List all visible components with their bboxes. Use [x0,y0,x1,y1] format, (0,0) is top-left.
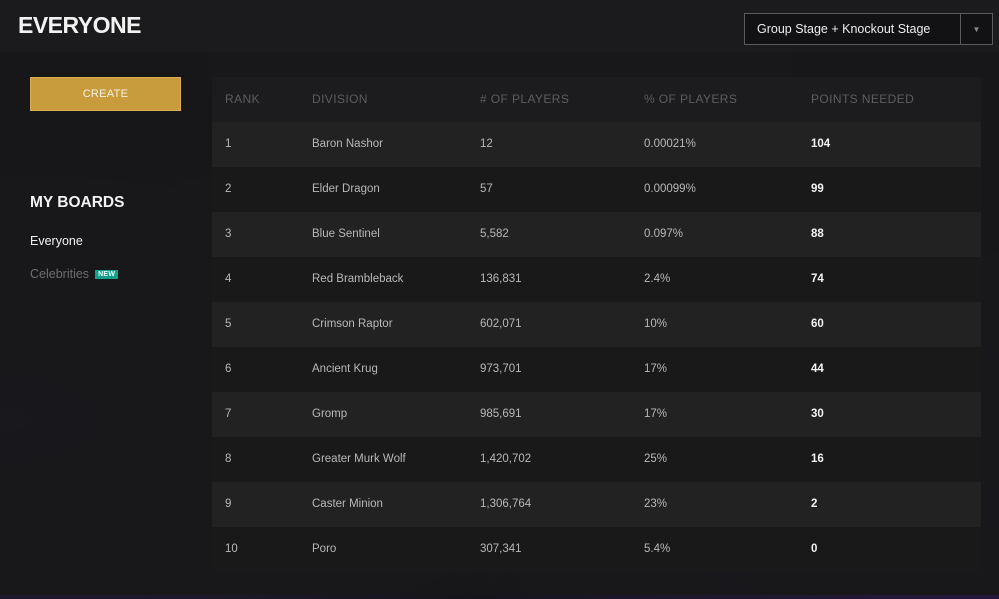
rank-cell: 7 [225,408,232,420]
percent-cell: 0.097% [644,228,684,240]
column-header-points: POINTS NEEDED [811,92,915,106]
column-header-division: DIVISION [312,92,368,106]
players-cell: 5,582 [480,228,509,240]
column-header-percent: % OF PLAYERS [644,92,738,106]
players-cell: 307,341 [480,543,522,555]
percent-cell: 5.4% [644,543,671,555]
division-cell: Gromp [312,408,348,420]
table-row: 1 Baron Nashor 12 0.00021% 104 [212,122,981,167]
points-cell: 104 [811,138,831,150]
division-cell: Ancient Krug [312,363,378,375]
players-cell: 1,306,764 [480,498,532,510]
my-boards-heading: MY BOARDS [30,194,125,211]
percent-cell: 17% [644,408,668,420]
board-item-celebrities[interactable]: Celebrities NEW [30,267,119,281]
column-header-players: # OF PLAYERS [480,92,570,106]
board-item-label: Celebrities [30,267,90,281]
division-cell: Baron Nashor [312,138,383,150]
percent-cell: 17% [644,363,668,375]
players-cell: 973,701 [480,363,522,375]
rank-cell: 1 [225,138,232,150]
rank-cell: 6 [225,363,232,375]
percent-cell: 10% [644,318,668,330]
table-row: 3 Blue Sentinel 5,582 0.097% 88 [212,212,981,257]
board-item-label: Everyone [30,234,83,248]
table-row: 4 Red Brambleback 136,831 2.4% 74 [212,257,981,302]
stage-select-divider [960,14,961,44]
rank-cell: 8 [225,453,232,465]
table-row: 7 Gromp 985,691 17% 30 [212,392,981,437]
table-row: 2 Elder Dragon 57 0.00099% 99 [212,167,981,212]
points-cell: 44 [811,363,824,375]
division-cell: Elder Dragon [312,183,380,195]
percent-cell: 2.4% [644,273,671,285]
table-row: 10 Poro 307,341 5.4% 0 [212,527,981,572]
players-cell: 602,071 [480,318,522,330]
players-cell: 136,831 [480,273,522,285]
create-button[interactable]: CREATE [30,77,181,111]
percent-cell: 0.00021% [644,138,696,150]
points-cell: 88 [811,228,824,240]
division-cell: Red Brambleback [312,273,404,285]
chevron-down-icon[interactable]: ▼ [972,24,981,34]
table-header: RANK DIVISION # OF PLAYERS % OF PLAYERS … [212,77,981,122]
players-cell: 1,420,702 [480,453,532,465]
rank-cell: 2 [225,183,232,195]
players-cell: 57 [480,183,493,195]
table-row: 5 Crimson Raptor 602,071 10% 60 [212,302,981,347]
percent-cell: 0.00099% [644,183,696,195]
players-cell: 985,691 [480,408,522,420]
table-row: 9 Caster Minion 1,306,764 23% 2 [212,482,981,527]
rank-cell: 5 [225,318,232,330]
division-cell: Crimson Raptor [312,318,393,330]
percent-cell: 25% [644,453,668,465]
points-cell: 16 [811,453,824,465]
division-cell: Caster Minion [312,498,383,510]
points-cell: 60 [811,318,824,330]
new-badge: NEW [95,270,119,279]
table-body: 1 Baron Nashor 12 0.00021% 104 2 Elder D… [212,122,981,572]
rank-cell: 4 [225,273,232,285]
table-row: 6 Ancient Krug 973,701 17% 44 [212,347,981,392]
stage-select-value: Group Stage + Knockout Stage [757,22,931,36]
stage-select[interactable]: Group Stage + Knockout Stage ▼ [744,13,993,45]
division-cell: Blue Sentinel [312,228,380,240]
page-title: EVERYONE [18,12,141,38]
players-cell: 12 [480,138,493,150]
board-item-everyone[interactable]: Everyone [30,234,83,248]
rank-cell: 9 [225,498,232,510]
table-row: 8 Greater Murk Wolf 1,420,702 25% 16 [212,437,981,482]
column-header-rank: RANK [225,92,260,106]
points-cell: 2 [811,498,818,510]
points-cell: 74 [811,273,824,285]
rank-cell: 10 [225,543,238,555]
division-cell: Greater Murk Wolf [312,453,406,465]
division-cell: Poro [312,543,337,555]
rank-cell: 3 [225,228,232,240]
percent-cell: 23% [644,498,668,510]
leaderboard-table: RANK DIVISION # OF PLAYERS % OF PLAYERS … [212,77,981,572]
points-cell: 30 [811,408,824,420]
points-cell: 99 [811,183,824,195]
points-cell: 0 [811,543,818,555]
